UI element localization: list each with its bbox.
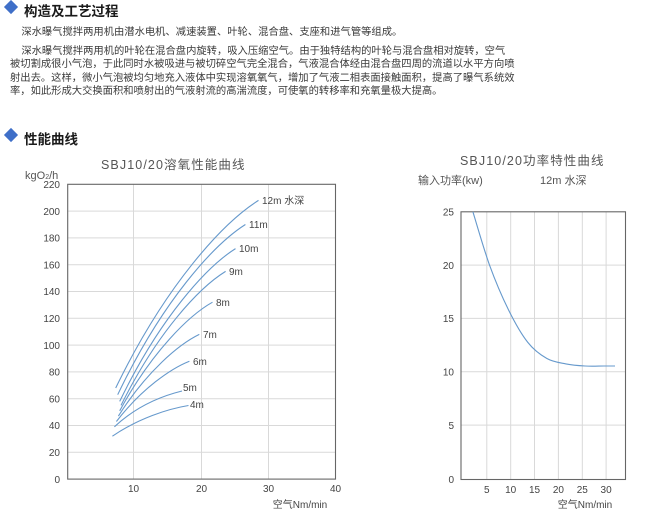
svg-text:220: 220 [43,180,60,191]
svg-text:180: 180 [43,234,60,245]
svg-text:5: 5 [484,485,490,496]
svg-text:30: 30 [263,484,275,495]
svg-text:80: 80 [49,368,61,379]
svg-text:6m: 6m [193,357,207,368]
svg-text:0: 0 [54,475,60,486]
svg-text:200: 200 [43,207,60,218]
svg-text:25: 25 [577,485,589,496]
svg-text:160: 160 [43,260,60,271]
svg-text:20: 20 [553,485,565,496]
svg-text:9m: 9m [229,267,243,278]
svg-text:40: 40 [330,484,342,495]
svg-text:空气Nm/min: 空气Nm/min [273,498,327,511]
svg-text:空气Nm/min: 空气Nm/min [558,498,612,511]
svg-text:30: 30 [601,485,613,496]
svg-text:4m: 4m [190,400,204,411]
svg-text:100: 100 [43,341,60,352]
svg-text:20: 20 [196,484,208,495]
svg-text:15: 15 [529,485,541,496]
svg-text:60: 60 [49,394,61,405]
svg-text:10m: 10m [239,244,258,255]
svg-text:11m: 11m [249,220,268,231]
svg-text:20: 20 [443,261,455,272]
svg-text:12m 水深: 12m 水深 [262,195,304,207]
svg-text:120: 120 [43,314,60,325]
svg-text:7m: 7m [203,330,217,341]
svg-text:0: 0 [448,475,454,486]
svg-text:40: 40 [49,421,61,432]
svg-text:140: 140 [43,287,60,298]
svg-text:10: 10 [505,485,517,496]
svg-text:20: 20 [49,448,61,459]
svg-text:25: 25 [443,208,455,219]
svg-text:15: 15 [443,314,455,325]
svg-text:8m: 8m [216,298,230,309]
svg-text:10: 10 [443,368,455,379]
svg-text:10: 10 [128,484,140,495]
svg-text:5m: 5m [183,383,197,394]
svg-text:5: 5 [448,421,454,432]
